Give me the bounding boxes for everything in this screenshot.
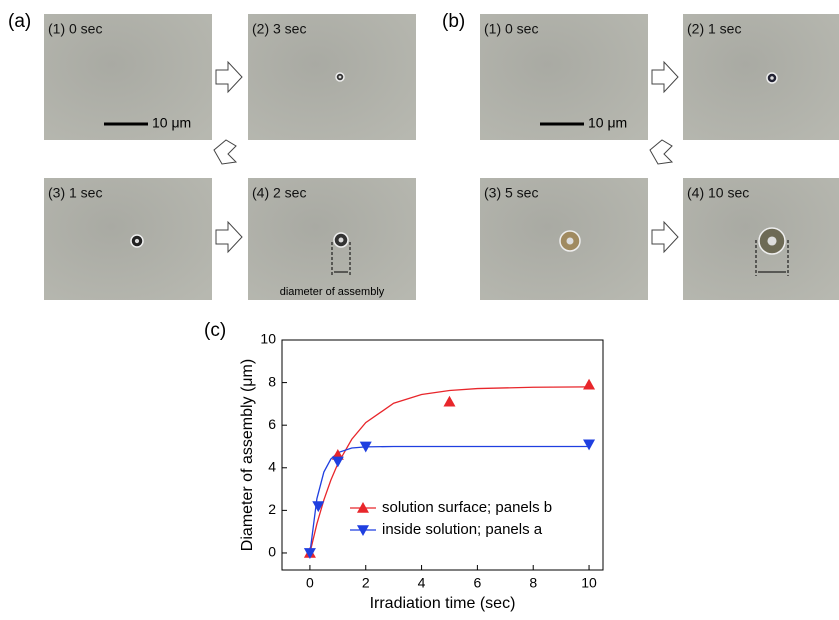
image-label: (1) 0 sec — [48, 21, 102, 37]
scale-label: 10 μm — [152, 115, 191, 131]
arrow — [215, 60, 243, 94]
panel-label: (c) — [204, 320, 226, 341]
assembly-core — [770, 76, 774, 80]
y-tick-label: 0 — [268, 544, 276, 560]
assembly-core — [767, 236, 777, 246]
image-panels — [213, 60, 679, 254]
x-tick-label: 4 — [418, 575, 426, 591]
arrow — [651, 220, 679, 254]
fit-curve — [309, 386, 590, 554]
assembly-core — [566, 237, 574, 245]
micrograph — [248, 178, 416, 300]
y-tick-label: 8 — [268, 373, 276, 389]
micrograph — [44, 178, 212, 300]
arrow — [213, 139, 238, 165]
marker — [312, 501, 325, 513]
x-tick-label: 8 — [529, 575, 537, 591]
y-tick-label: 2 — [268, 501, 276, 517]
image-label: (4) 2 sec — [252, 185, 306, 201]
y-tick-label: 6 — [268, 416, 276, 432]
micrograph — [44, 14, 212, 140]
image-label: (3) 5 sec — [484, 185, 538, 201]
marker — [303, 548, 316, 559]
legend-marker — [357, 502, 369, 513]
micrograph — [683, 14, 839, 140]
assembly-core — [338, 75, 342, 79]
y-axis-label: Diameter of assembly (μm) — [239, 359, 256, 551]
image-label: (2) 1 sec — [687, 21, 741, 37]
assembly-core — [134, 238, 140, 244]
plot-frame — [281, 339, 604, 571]
legend-label: inside solution; panels a — [382, 521, 543, 538]
micrograph — [248, 14, 416, 140]
assembly-core — [338, 237, 344, 243]
image-label: (2) 3 sec — [252, 21, 306, 37]
image-label: (4) 10 sec — [687, 185, 749, 201]
micrograph — [480, 14, 648, 140]
marker — [443, 395, 456, 407]
y-tick-label: 4 — [268, 458, 276, 474]
arrow — [651, 60, 679, 94]
y-tick-label: 10 — [260, 331, 276, 347]
x-tick-label: 10 — [581, 575, 597, 591]
marker — [331, 456, 344, 468]
legend-marker — [357, 525, 369, 536]
marker — [359, 441, 372, 453]
x-axis-label: Irradiation time (sec) — [370, 595, 516, 612]
arrow — [215, 220, 243, 254]
legend-label: solution surface; panels b — [382, 499, 552, 516]
panel-label: (b) — [442, 11, 465, 32]
x-tick-label: 6 — [473, 575, 481, 591]
image-label: (3) 1 sec — [48, 185, 102, 201]
panel-label: (a) — [8, 11, 31, 32]
marker — [583, 439, 596, 451]
image-note: diameter of assembly — [280, 286, 385, 298]
marker — [583, 378, 596, 390]
scale-label: 10 μm — [588, 115, 627, 131]
image-label: (1) 0 sec — [484, 21, 538, 37]
arrow — [649, 139, 674, 165]
x-tick-label: 2 — [362, 575, 370, 591]
x-tick-label: 0 — [306, 575, 314, 591]
